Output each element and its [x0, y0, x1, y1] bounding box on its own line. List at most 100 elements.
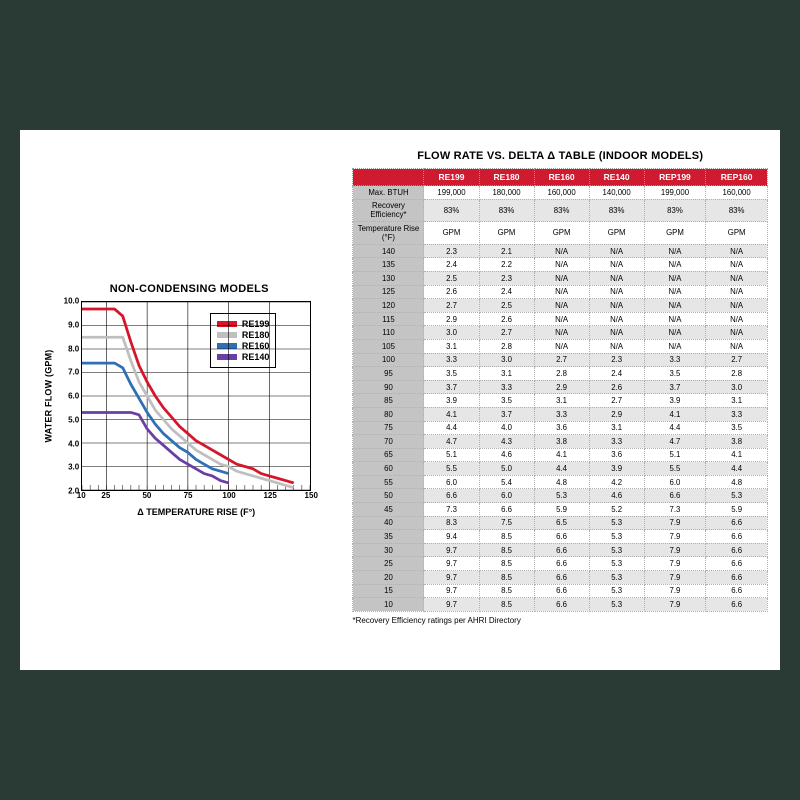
table-cell: 3.1: [589, 421, 644, 435]
table-cell: 3.7: [479, 407, 534, 421]
table-cell: 2.1: [479, 244, 534, 258]
table-cell: 2.6: [424, 285, 479, 299]
table-cell: GPM: [534, 222, 589, 245]
table-cell: 2.6: [479, 312, 534, 326]
row-header: 15: [353, 584, 424, 598]
table-cell: 7.9: [644, 516, 706, 530]
table-cell: N/A: [589, 258, 644, 272]
row-header: 65: [353, 448, 424, 462]
chart-panel: NON-CONDENSING MODELS WATER FLOW (GPM) 2…: [26, 150, 352, 650]
table-cell: 8.5: [479, 598, 534, 612]
row-header: Recovery Efficiency*: [353, 199, 424, 222]
x-tick: 10: [77, 491, 86, 500]
table-cell: 6.6: [706, 598, 768, 612]
table-cell: 5.3: [534, 489, 589, 503]
table-cell: 83%: [424, 199, 479, 222]
y-tick: 4.0: [68, 439, 79, 448]
row-header: 105: [353, 339, 424, 353]
table-cell: N/A: [644, 299, 706, 313]
table-cell: N/A: [706, 258, 768, 272]
table-row: 1103.02.7N/AN/AN/AN/A: [353, 326, 768, 340]
table-cell: N/A: [706, 285, 768, 299]
table-cell: N/A: [534, 244, 589, 258]
table-row: 754.44.03.63.14.43.5: [353, 421, 768, 435]
table-cell: 7.9: [644, 571, 706, 585]
table-cell: 199,000: [424, 186, 479, 200]
table-cell: 4.2: [589, 475, 644, 489]
row-header: 70: [353, 435, 424, 449]
row-header: 45: [353, 503, 424, 517]
table-cell: N/A: [589, 339, 644, 353]
table-row: 1252.62.4N/AN/AN/AN/A: [353, 285, 768, 299]
table-cell: 8.5: [479, 584, 534, 598]
row-header: 60: [353, 462, 424, 476]
table-cell: 5.1: [644, 448, 706, 462]
row-header: 100: [353, 353, 424, 367]
table-cell: 9.7: [424, 557, 479, 571]
table-cell: 6.6: [706, 516, 768, 530]
table-row: 1003.33.02.72.33.32.7: [353, 353, 768, 367]
table-cell: 5.3: [589, 584, 644, 598]
table-cell: 7.3: [644, 503, 706, 517]
table-cell: N/A: [706, 244, 768, 258]
table-cell: 8.3: [424, 516, 479, 530]
row-header: 50: [353, 489, 424, 503]
table-cell: 3.0: [479, 353, 534, 367]
table-cell: 5.9: [706, 503, 768, 517]
table-cell: 5.1: [424, 448, 479, 462]
table-cell: N/A: [534, 339, 589, 353]
table-row: 704.74.33.83.34.73.8: [353, 435, 768, 449]
table-row: 1152.92.6N/AN/AN/AN/A: [353, 312, 768, 326]
table-cell: 83%: [534, 199, 589, 222]
table-cell: GPM: [644, 222, 706, 245]
column-header: RE180: [479, 169, 534, 186]
table-cell: 6.6: [424, 489, 479, 503]
table-cell: 2.5: [479, 299, 534, 313]
chart-box: NON-CONDENSING MODELS WATER FLOW (GPM) 2…: [39, 283, 339, 517]
x-axis-label: Δ TEMPERATURE RISE (F°): [81, 507, 311, 517]
table-cell: 6.5: [534, 516, 589, 530]
table-cell: N/A: [534, 285, 589, 299]
table-row: 209.78.56.65.37.96.6: [353, 571, 768, 585]
table-cell: 6.6: [644, 489, 706, 503]
table-cell: 4.1: [424, 407, 479, 421]
table-cell: 2.9: [424, 312, 479, 326]
table-cell: 6.6: [534, 584, 589, 598]
table-cell: 4.7: [424, 435, 479, 449]
table-cell: N/A: [644, 339, 706, 353]
table-cell: 3.1: [706, 394, 768, 408]
table-row: 1352.42.2N/AN/AN/AN/A: [353, 258, 768, 272]
table-cell: 2.7: [424, 299, 479, 313]
row-header: 115: [353, 312, 424, 326]
table-cell: 2.4: [589, 367, 644, 381]
table-cell: 2.7: [479, 326, 534, 340]
table-cell: 7.9: [644, 584, 706, 598]
row-header: 140: [353, 244, 424, 258]
x-tick: 150: [305, 491, 318, 500]
table-cell: 3.5: [644, 367, 706, 381]
table-cell: 4.3: [479, 435, 534, 449]
table-cell: N/A: [644, 271, 706, 285]
table-cell: GPM: [424, 222, 479, 245]
table-cell: 8.5: [479, 557, 534, 571]
table-cell: 4.8: [706, 475, 768, 489]
table-row: 408.37.56.55.37.96.6: [353, 516, 768, 530]
table-cell: 6.6: [534, 530, 589, 544]
table-cell: 6.6: [534, 543, 589, 557]
table-cell: N/A: [644, 312, 706, 326]
table-cell: 2.8: [479, 339, 534, 353]
table-row: 109.78.56.65.37.96.6: [353, 598, 768, 612]
row-header: 110: [353, 326, 424, 340]
y-tick: 10.0: [64, 297, 80, 306]
table-row: 159.78.56.65.37.96.6: [353, 584, 768, 598]
table-cell: N/A: [534, 258, 589, 272]
table-cell: N/A: [644, 285, 706, 299]
x-ticks: 10255075100125150: [81, 491, 311, 503]
table-cell: 3.9: [424, 394, 479, 408]
y-tick: 6.0: [68, 392, 79, 401]
table-row: 1053.12.8N/AN/AN/AN/A: [353, 339, 768, 353]
table-cell: N/A: [706, 312, 768, 326]
row-header: 130: [353, 271, 424, 285]
table-cell: N/A: [589, 326, 644, 340]
table-cell: 3.6: [534, 421, 589, 435]
